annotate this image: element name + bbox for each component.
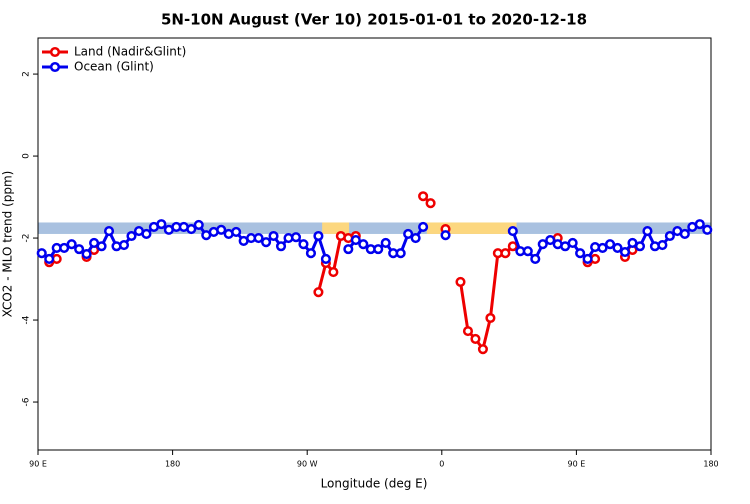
data-point	[395, 248, 406, 259]
data-point	[156, 219, 167, 230]
data-point	[657, 239, 668, 251]
data-point	[373, 244, 384, 255]
plot-frame	[37, 37, 712, 451]
data-point	[313, 287, 324, 298]
data-point	[507, 226, 518, 237]
data-point	[575, 248, 586, 259]
x-tick-label: 180	[703, 460, 718, 469]
data-point	[350, 235, 361, 246]
x-tick-label: 90 W	[297, 460, 318, 469]
data-point	[567, 237, 578, 249]
data-point	[500, 248, 511, 259]
band	[38, 222, 711, 234]
data-point	[74, 244, 85, 255]
data-point	[477, 344, 488, 355]
data-point	[642, 226, 653, 237]
data-point	[59, 242, 70, 253]
y-axis-label: XCO2 - MLO trend (ppm)	[1, 171, 15, 318]
data-point	[597, 242, 608, 253]
data-point	[126, 230, 137, 242]
data-point	[268, 230, 279, 242]
legend-label: Land (Nadir&Glint)	[74, 45, 186, 59]
data-point	[410, 233, 421, 244]
data-point	[418, 221, 429, 233]
data-point	[612, 242, 623, 253]
data-point	[425, 198, 436, 209]
band-segment	[426, 222, 517, 234]
data-point	[305, 248, 316, 259]
data-point	[455, 276, 466, 287]
data-point	[522, 246, 533, 257]
data-point	[186, 223, 197, 235]
chart-title: 5N-10N August (Ver 10) 2015-01-01 to 202…	[161, 11, 587, 29]
data-point	[619, 246, 631, 258]
y-tick-label: 2	[22, 71, 32, 77]
data-point	[298, 239, 309, 250]
data-point	[470, 333, 481, 344]
y-tick-label: -6	[22, 397, 32, 406]
series-line	[48, 195, 634, 353]
data-point	[679, 228, 690, 240]
data-point	[530, 253, 541, 265]
data-point	[275, 241, 287, 252]
data-point	[440, 230, 451, 241]
data-point	[694, 219, 705, 230]
data-point	[545, 235, 556, 246]
data-point	[66, 239, 77, 250]
data-point	[358, 239, 369, 250]
data-point	[403, 228, 414, 240]
data-point	[343, 244, 354, 255]
data-point	[231, 226, 242, 237]
data-point	[664, 230, 675, 242]
data-point	[485, 312, 496, 324]
data-point	[380, 237, 391, 249]
data-point	[605, 239, 616, 250]
data-point	[81, 248, 92, 260]
data-point	[253, 233, 264, 244]
data-point	[634, 241, 646, 252]
data-point	[44, 253, 55, 265]
x-tick-label: 90 E	[29, 460, 47, 469]
data-point	[216, 224, 227, 235]
data-point	[702, 224, 713, 235]
data-point	[193, 219, 204, 230]
legend-marker	[49, 46, 61, 58]
y-tick-label: -4	[22, 315, 32, 324]
data-point	[507, 241, 518, 252]
band-segment	[322, 222, 350, 234]
data-point	[537, 239, 548, 250]
data-point	[290, 232, 302, 243]
data-point	[118, 239, 130, 251]
x-tick-label: 0	[439, 460, 444, 469]
data-point	[313, 230, 324, 242]
x-tick-label: 180	[165, 460, 180, 469]
data-point	[141, 228, 152, 240]
y-tick-label: 0	[22, 153, 32, 159]
data-point	[96, 241, 107, 252]
x-tick-label: 90 E	[568, 460, 586, 469]
data-point	[462, 326, 474, 337]
data-point	[261, 237, 272, 248]
legend-label: Ocean (Glint)	[74, 60, 154, 74]
data-point	[418, 191, 429, 202]
data-point	[328, 267, 339, 278]
data-point	[103, 226, 115, 237]
data-point	[582, 253, 593, 265]
data-point	[36, 248, 47, 259]
x-axis-label: Longitude (deg E)	[321, 477, 428, 491]
y-tick-label: -2	[22, 234, 32, 243]
legend-marker	[49, 61, 61, 73]
data-point	[320, 253, 331, 265]
